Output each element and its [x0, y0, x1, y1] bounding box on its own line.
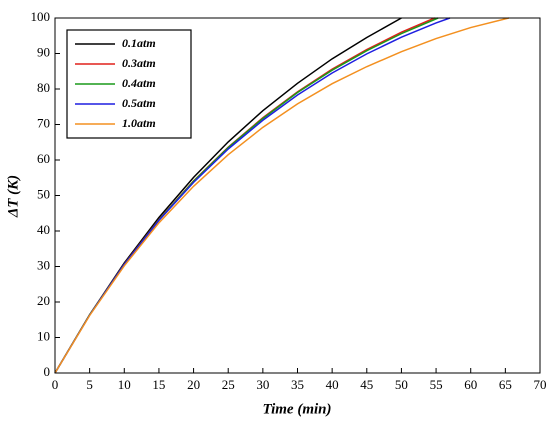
- x-tick-label: 50: [395, 377, 408, 392]
- legend-label: 0.1atm: [122, 36, 156, 50]
- y-tick-label: 10: [37, 328, 50, 343]
- legend-label: 0.5atm: [122, 96, 156, 110]
- x-tick-label: 40: [326, 377, 339, 392]
- x-tick-label: 15: [152, 377, 165, 392]
- y-tick-label: 20: [37, 293, 50, 308]
- y-tick-label: 90: [37, 44, 50, 59]
- series-line: [54, 17, 510, 374]
- y-tick-label: 70: [37, 115, 50, 130]
- y-tick-label: 50: [37, 186, 50, 201]
- x-tick-label: 60: [464, 377, 477, 392]
- y-tick-label: 60: [37, 151, 50, 166]
- y-tick-label: 30: [37, 257, 50, 272]
- legend-label: 1.0atm: [122, 116, 156, 130]
- y-tick-label: 40: [37, 222, 50, 237]
- series-line: [54, 17, 451, 374]
- x-tick-label: 45: [360, 377, 373, 392]
- x-tick-label: 65: [499, 377, 512, 392]
- plot-frame: [54, 17, 541, 374]
- x-tick-label: 35: [291, 377, 304, 392]
- x-tick-label: 70: [534, 377, 547, 392]
- legend-label: 0.4atm: [122, 76, 156, 90]
- x-tick-label: 55: [430, 377, 443, 392]
- x-tick-label: 5: [86, 377, 93, 392]
- y-tick-label: 0: [44, 364, 51, 379]
- x-tick-label: 0: [52, 377, 59, 392]
- y-tick-label: 80: [37, 80, 50, 95]
- x-tick-label: 30: [256, 377, 269, 392]
- x-tick-label: 25: [222, 377, 235, 392]
- legend-label: 0.3atm: [122, 56, 156, 70]
- y-axis-label: ΔT (K): [5, 175, 21, 218]
- x-tick-label: 20: [187, 377, 200, 392]
- y-tick-label: 100: [31, 9, 51, 24]
- x-tick-label: 10: [118, 377, 131, 392]
- x-axis-label: Time (min): [262, 401, 331, 417]
